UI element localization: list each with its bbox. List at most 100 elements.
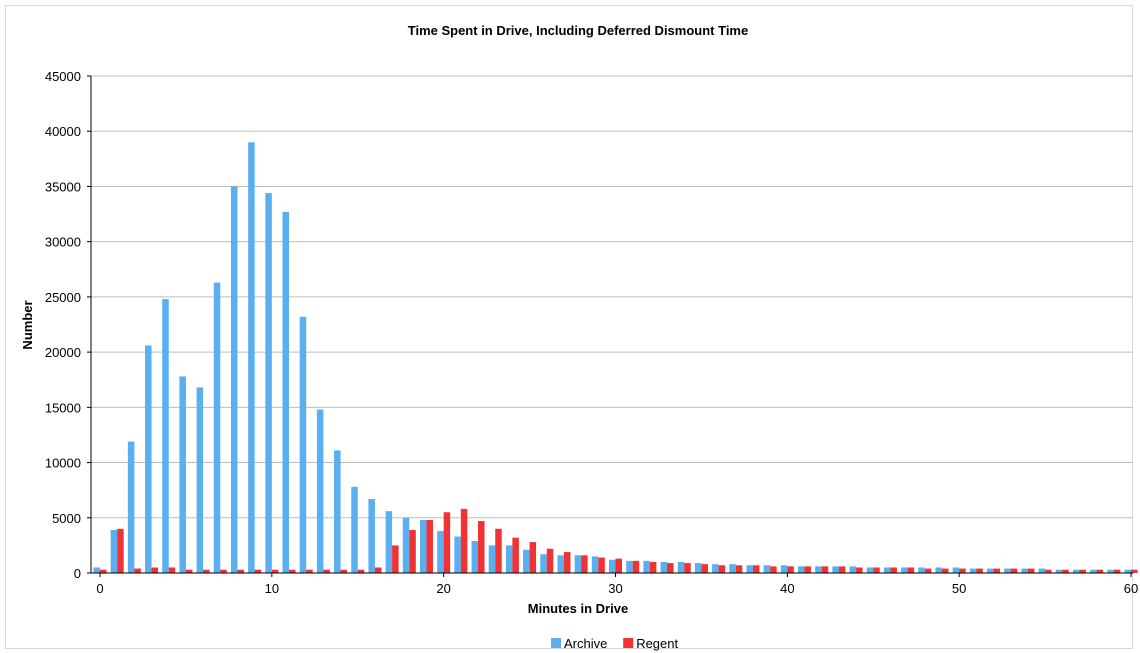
bar-archive-59: [1107, 569, 1114, 573]
bar-regent-38: [752, 565, 760, 573]
bar-archive-55: [1038, 568, 1046, 573]
bar-regent-14: [340, 569, 348, 573]
bar-archive-3: [145, 345, 152, 573]
bar-regent-21: [460, 508, 468, 573]
y-tick-label: 30000: [45, 235, 81, 250]
bar-archive-22: [471, 540, 479, 573]
x-tick-labels: 0 10 20 30 40 50 60: [96, 581, 1138, 596]
legend-swatch-archive: [551, 638, 561, 648]
bar-archive-12: [299, 316, 307, 573]
y-tick-label: 5000: [52, 511, 81, 526]
bar-archive-14: [334, 450, 341, 573]
bar-regent-18: [409, 529, 416, 573]
bar-regent-8: [237, 569, 244, 573]
bar-regent-57: [1079, 569, 1086, 573]
bar-regent-48: [924, 568, 932, 573]
bar-archive-34: [677, 561, 685, 573]
bar-archive-39: [763, 565, 771, 573]
bar-regent-59: [1113, 569, 1121, 573]
bar-archive-5: [179, 376, 186, 573]
legend-swatch-regent: [623, 638, 634, 648]
bar-regent-6: [203, 569, 210, 573]
bar-regent-5: [185, 569, 193, 573]
bar-regent-37: [735, 565, 743, 573]
bar-archive-40: [780, 565, 788, 573]
bar-archive-56: [1055, 569, 1063, 573]
bar-archive-29: [591, 556, 599, 573]
bar-archive-30: [609, 559, 616, 573]
bar-archive-42: [815, 566, 822, 573]
bar-archive-10: [265, 193, 272, 573]
bar-archive-1: [110, 529, 118, 573]
y-tick-label: 15000: [45, 400, 81, 415]
bar-regent-39: [770, 566, 777, 573]
bar-archive-26: [540, 554, 547, 573]
chart-frame: [5, 5, 1133, 649]
bar-regent-3: [151, 567, 159, 573]
chart-title: Time Spent in Drive, Including Deferred …: [408, 23, 748, 38]
bar-archive-37: [729, 564, 736, 573]
bar-regent-13: [323, 569, 330, 573]
y-tick-label: 40000: [45, 124, 81, 139]
bar-regent-2: [134, 568, 141, 573]
bar-archive-6: [196, 387, 204, 573]
bar-archive-15: [351, 486, 358, 573]
bar-archive-50: [952, 567, 960, 573]
bar-regent-20: [443, 512, 451, 573]
bar-regent-50: [959, 568, 966, 573]
x-tick-label: 10: [265, 581, 279, 596]
x-tick-label: 60: [1124, 581, 1138, 596]
bar-archive-36: [712, 564, 719, 573]
bar-regent-55: [1045, 569, 1052, 573]
bar-regent-51: [976, 568, 983, 573]
bar-regent-26: [546, 548, 554, 573]
bar-archive-17: [385, 511, 393, 573]
bar-archive-19: [419, 519, 427, 573]
bar-archive-27: [557, 555, 564, 573]
bar-regent-28: [581, 555, 588, 573]
bar-archive-4: [162, 299, 169, 573]
bar-regent-32: [649, 561, 657, 573]
x-tick-label: 40: [780, 581, 794, 596]
legend-label-regent: Regent: [636, 636, 678, 651]
bar-regent-33: [667, 563, 674, 573]
bar-regent-45: [873, 567, 880, 573]
gridlines: [91, 75, 1133, 519]
bar-archive-21: [454, 536, 461, 573]
bar-archive-16: [368, 499, 375, 573]
bar-regent-23: [495, 528, 502, 573]
bar-regent-16: [374, 567, 382, 573]
bar-archive-31: [626, 560, 633, 573]
bar-regent-17: [392, 545, 399, 573]
bar-archive-35: [694, 563, 702, 573]
bar-regent-4: [168, 567, 176, 573]
bar-regent-40: [787, 566, 794, 573]
bar-archive-38: [746, 565, 753, 573]
bar-regent-47: [907, 567, 915, 573]
bar-regent-44: [856, 567, 863, 573]
y-tick-label: 0: [74, 566, 81, 581]
bar-archive-49: [935, 567, 942, 573]
bar-regent-7: [220, 569, 227, 573]
bar-archive-58: [1090, 569, 1097, 573]
y-tick-labels: 0 5000 10000 15000 20000 25000 30000 35000 40000…: [45, 69, 81, 581]
bar-archive-48: [918, 567, 925, 573]
y-tick-label: 35000: [45, 179, 81, 194]
bar-archive-60: [1124, 569, 1131, 573]
bar-regent-1: [117, 528, 124, 573]
y-tick-label: 20000: [45, 345, 81, 360]
bar-archive-2: [127, 441, 135, 573]
x-tick-label: 20: [436, 581, 450, 596]
bar-regent-24: [512, 537, 519, 573]
bar-archive-52: [987, 568, 994, 573]
bar-archive-20: [437, 531, 444, 573]
bar-archive-51: [969, 568, 977, 573]
bar-regent-19: [426, 519, 433, 573]
bar-archive-23: [488, 545, 496, 573]
bar-archive-9: [248, 142, 255, 573]
y-tick-label: 25000: [45, 290, 81, 305]
y-tick-label: 45000: [45, 69, 81, 84]
bar-regent-43: [838, 566, 846, 573]
bar-regent-15: [357, 569, 365, 573]
